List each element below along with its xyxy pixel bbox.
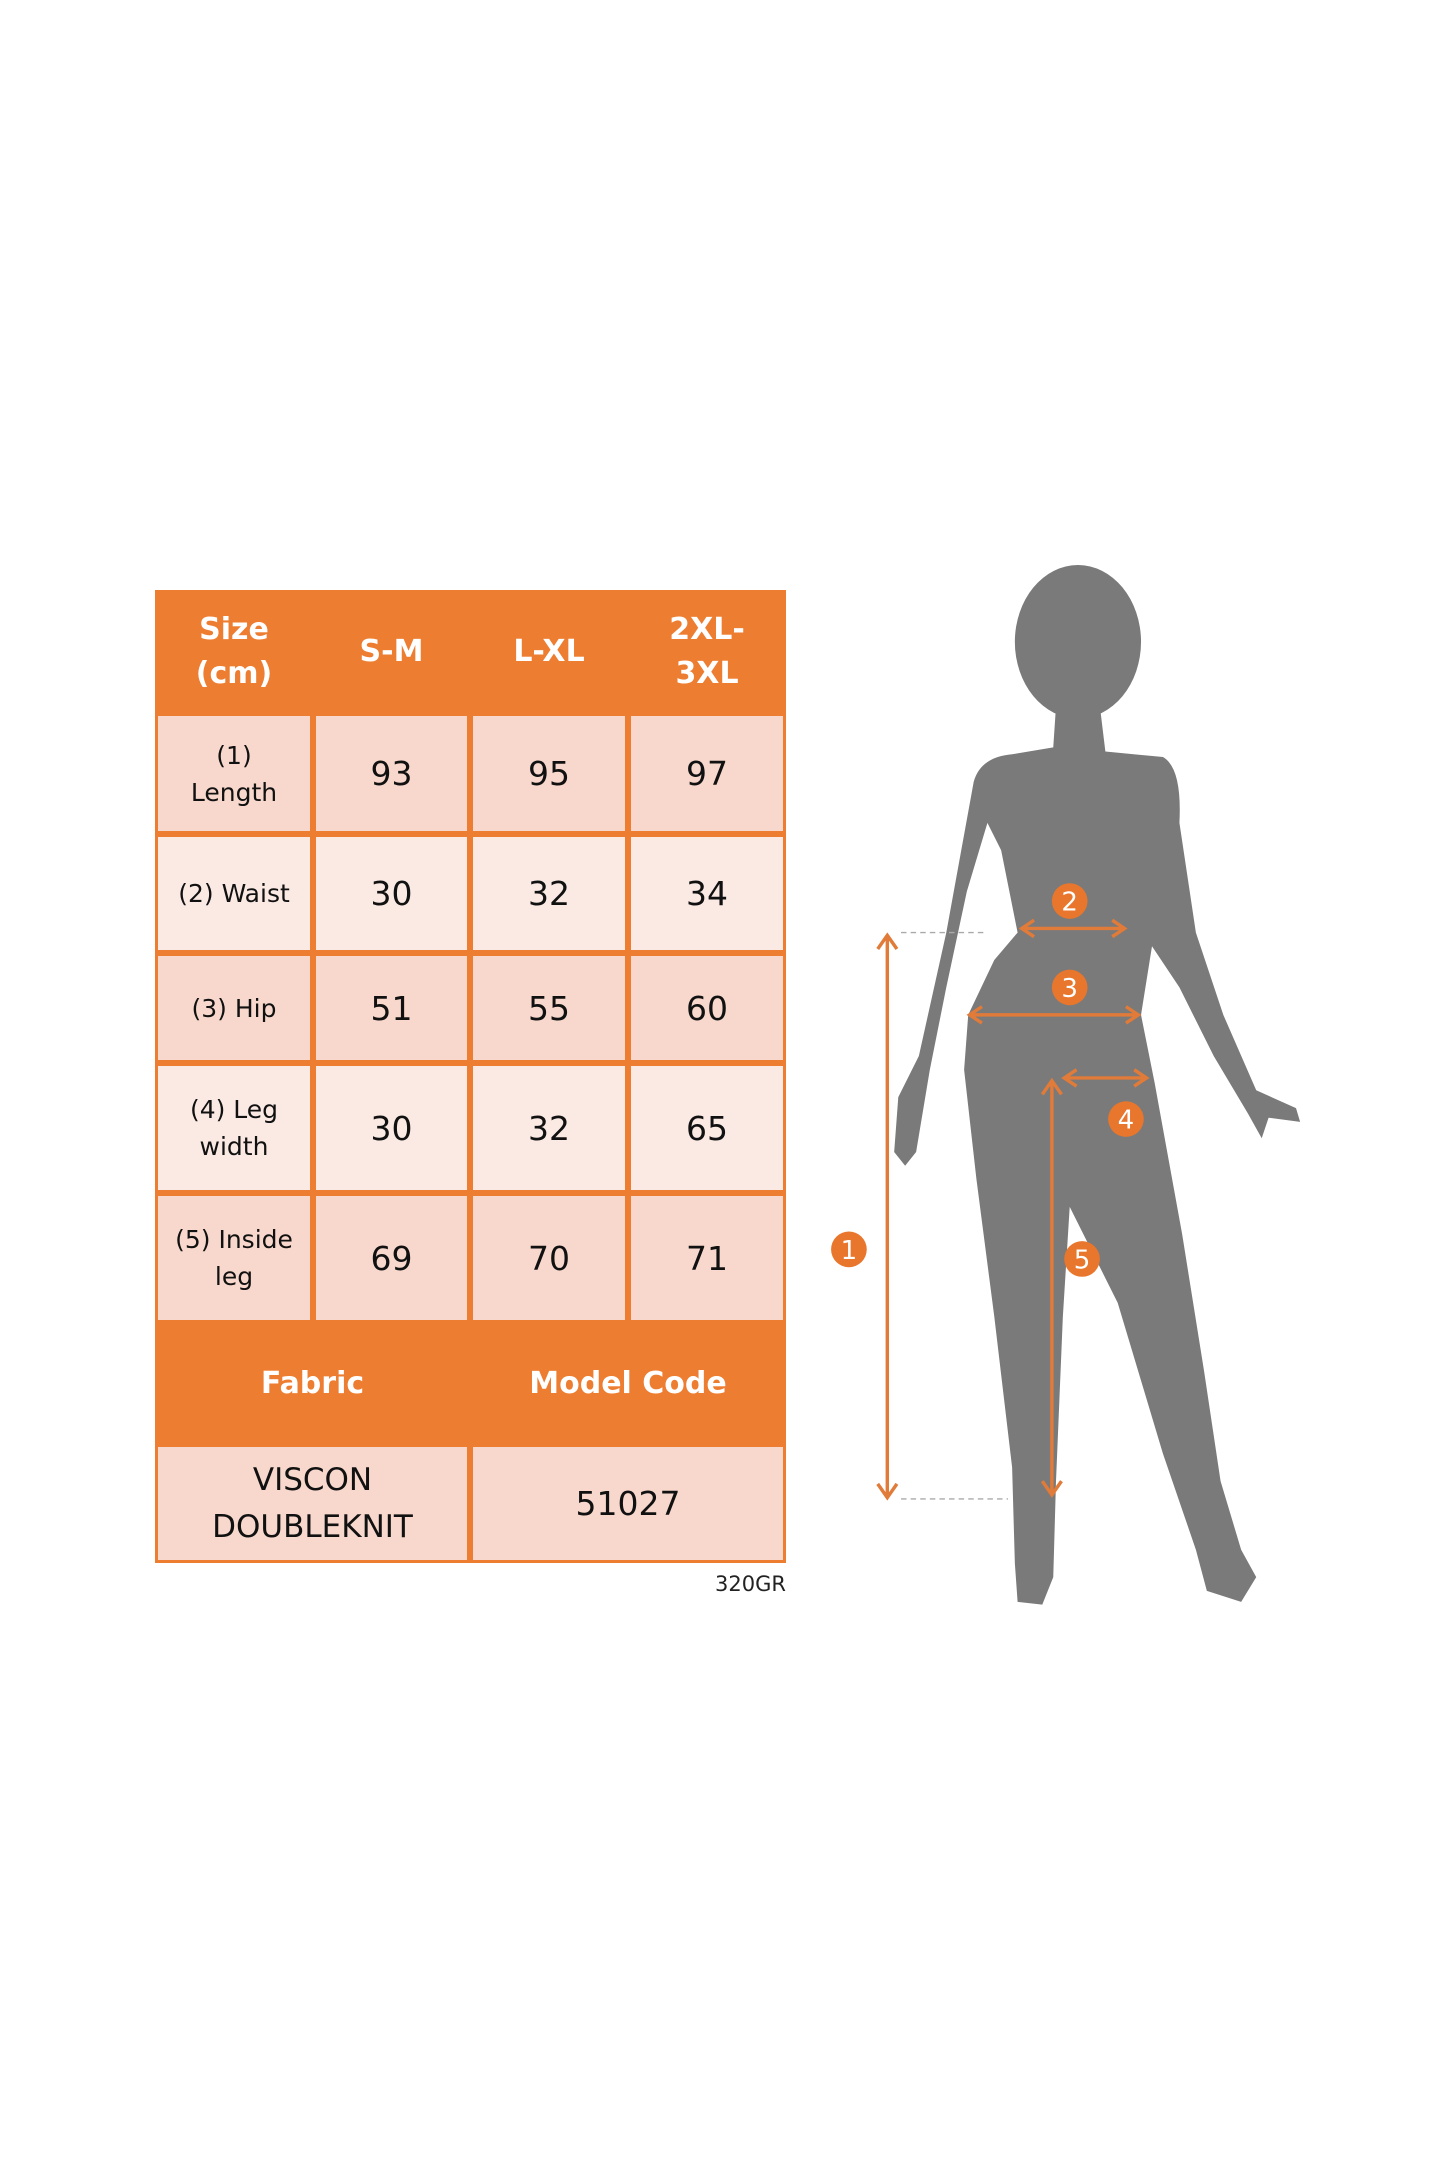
size-value-text: 70	[528, 1238, 570, 1278]
fabric-value-text: VISCON DOUBLEKNIT	[212, 1461, 413, 1545]
size-value: 55	[473, 956, 625, 1060]
size-value-text: 51	[370, 988, 413, 1028]
size-value-text: 30	[370, 874, 413, 913]
marker-circle	[1064, 1241, 1100, 1277]
model-code-header: Model Code	[470, 1323, 786, 1444]
marker-number: 2	[1061, 888, 1078, 918]
product-code: 320GR	[715, 1572, 786, 1596]
row-label: (2) Waist	[158, 837, 310, 950]
row-label-text: (5) Inside leg	[175, 1225, 293, 1291]
marker-circle	[831, 1231, 867, 1268]
size-chart-table: Size (cm) S-M L-XL 2XL-3XL (1) Length 93 95 97 (…	[155, 590, 786, 1563]
row-label: (3) Hip	[158, 956, 310, 1060]
size-value: 70	[473, 1196, 625, 1320]
marker-circle	[1051, 969, 1088, 1006]
size-value-text: 60	[686, 988, 728, 1028]
size-value: 34	[631, 837, 783, 950]
row-label: (5) Inside leg	[158, 1196, 310, 1320]
row-label: (1) Length	[158, 716, 310, 831]
fabric-value: VISCON DOUBLEKNIT	[158, 1447, 467, 1560]
header-cell: S-M	[313, 590, 470, 713]
header-cell-text: S-M	[359, 633, 424, 669]
size-value: 51	[316, 956, 467, 1060]
row-label-text: (4) Leg width	[189, 1095, 279, 1161]
size-value: 97	[631, 716, 783, 831]
size-value-text: 95	[528, 754, 570, 793]
measurement-markers: 1 2 3 4 5	[831, 883, 1144, 1277]
size-value: 32	[473, 1066, 625, 1190]
size-value: 30	[316, 1066, 467, 1190]
size-value-text: 30	[370, 1108, 413, 1148]
size-value-text: 69	[370, 1238, 413, 1278]
header-cell: L-XL	[470, 590, 628, 713]
size-value-text: 34	[686, 874, 728, 913]
marker-circle	[1108, 1101, 1144, 1137]
size-value-text: 65	[686, 1108, 728, 1148]
header-cell-text: Size (cm)	[195, 611, 273, 691]
row-label-text: (2) Waist	[178, 879, 290, 908]
model-code-value: 51027	[473, 1447, 783, 1560]
header-cell-text: 2XL-3XL	[669, 611, 745, 691]
size-value-text: 71	[686, 1238, 728, 1278]
size-value: 93	[316, 716, 467, 831]
row-label-text: (3) Hip	[191, 993, 277, 1023]
woman-silhouette	[894, 565, 1301, 1605]
size-value-text: 93	[370, 754, 413, 793]
size-value: 95	[473, 716, 625, 831]
size-value-text: 32	[528, 1108, 570, 1148]
size-value: 65	[631, 1066, 783, 1190]
header-cell-text: L-XL	[513, 633, 585, 669]
size-value: 71	[631, 1196, 783, 1320]
row-label: (4) Leg width	[158, 1066, 310, 1190]
marker-number: 4	[1118, 1106, 1135, 1136]
fabric-header-text: Fabric	[260, 1365, 365, 1401]
model-code-header-text: Model Code	[529, 1365, 727, 1401]
header-cell: Size (cm)	[155, 590, 313, 713]
model-code-value-text: 51027	[575, 1484, 681, 1523]
size-value: 30	[316, 837, 467, 950]
marker-number: 5	[1074, 1246, 1091, 1276]
marker-circle	[1051, 883, 1088, 919]
measurement-arrows	[876, 918, 1150, 1501]
size-value-text: 32	[528, 874, 570, 913]
size-value: 69	[316, 1196, 467, 1320]
size-value-text: 55	[528, 988, 570, 1028]
size-value-text: 97	[686, 754, 728, 793]
header-cell: 2XL-3XL	[628, 590, 786, 713]
marker-number: 3	[1061, 974, 1078, 1004]
size-value: 32	[473, 837, 625, 950]
size-value: 60	[631, 956, 783, 1060]
fabric-header: Fabric	[155, 1323, 470, 1444]
row-label-text: (1) Length	[190, 740, 278, 807]
marker-number: 1	[841, 1236, 858, 1266]
